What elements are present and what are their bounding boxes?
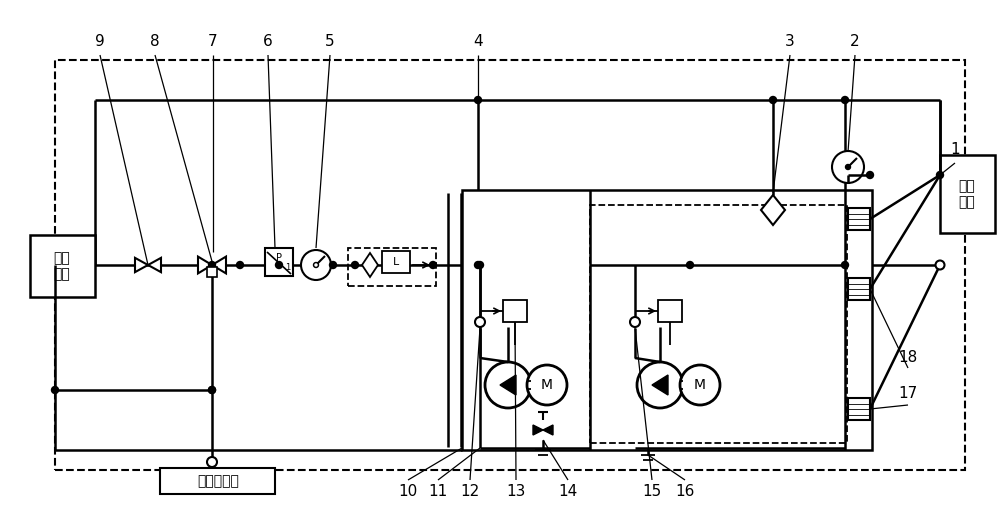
Text: 高压
输出: 高压 输出 xyxy=(54,251,70,281)
Polygon shape xyxy=(543,425,553,435)
Text: 8: 8 xyxy=(150,34,160,49)
Circle shape xyxy=(314,262,318,268)
Circle shape xyxy=(315,264,317,266)
Bar xyxy=(30,235,95,297)
Circle shape xyxy=(52,386,58,393)
Circle shape xyxy=(630,317,640,327)
Text: 11: 11 xyxy=(428,484,448,499)
Text: 1: 1 xyxy=(285,263,290,272)
Bar xyxy=(940,155,995,233)
Text: 5: 5 xyxy=(325,34,335,49)
Text: 4: 4 xyxy=(473,34,483,49)
Bar xyxy=(848,398,870,420)
Text: 高压输入端: 高压输入端 xyxy=(197,474,239,488)
Text: 3: 3 xyxy=(785,34,795,49)
Circle shape xyxy=(475,261,482,269)
Circle shape xyxy=(430,261,436,269)
Circle shape xyxy=(475,317,485,327)
Bar xyxy=(848,208,870,230)
Text: 6: 6 xyxy=(263,34,273,49)
Text: 9: 9 xyxy=(95,34,105,49)
Text: 10: 10 xyxy=(398,484,418,499)
Circle shape xyxy=(842,261,848,269)
Circle shape xyxy=(842,96,848,103)
Circle shape xyxy=(301,250,331,280)
Circle shape xyxy=(475,96,482,103)
Circle shape xyxy=(936,172,944,179)
Circle shape xyxy=(846,164,850,170)
Circle shape xyxy=(485,362,531,408)
Text: M: M xyxy=(694,378,706,392)
Bar xyxy=(503,300,527,322)
Bar xyxy=(207,267,217,277)
Circle shape xyxy=(686,261,694,269)
Bar xyxy=(658,300,682,322)
Polygon shape xyxy=(652,375,668,395)
Circle shape xyxy=(237,261,244,269)
Bar xyxy=(160,468,275,494)
Bar xyxy=(590,205,847,443)
Bar xyxy=(348,248,436,286)
Text: 2: 2 xyxy=(850,34,860,49)
Polygon shape xyxy=(135,258,148,272)
Text: 17: 17 xyxy=(898,385,918,401)
Circle shape xyxy=(207,457,217,467)
Circle shape xyxy=(208,386,216,393)
Bar xyxy=(462,190,872,450)
Circle shape xyxy=(330,261,336,269)
Text: 14: 14 xyxy=(558,484,578,499)
Circle shape xyxy=(770,96,776,103)
Text: 16: 16 xyxy=(675,484,695,499)
Bar xyxy=(55,60,965,470)
Circle shape xyxy=(936,261,944,269)
Polygon shape xyxy=(148,258,161,272)
Circle shape xyxy=(832,151,864,183)
Polygon shape xyxy=(198,257,212,273)
Circle shape xyxy=(527,365,567,405)
Text: P: P xyxy=(276,253,282,263)
Text: 13: 13 xyxy=(506,484,526,499)
Circle shape xyxy=(352,261,358,269)
Circle shape xyxy=(276,261,283,269)
Polygon shape xyxy=(533,425,543,435)
Text: 18: 18 xyxy=(898,350,918,366)
Bar xyxy=(848,278,870,300)
Circle shape xyxy=(208,261,216,269)
Bar xyxy=(265,248,293,276)
Circle shape xyxy=(477,261,484,269)
Circle shape xyxy=(208,386,216,393)
Text: 15: 15 xyxy=(642,484,662,499)
Polygon shape xyxy=(500,375,516,395)
Text: 7: 7 xyxy=(208,34,218,49)
Text: 补水
输入: 补水 输入 xyxy=(959,179,975,209)
Bar xyxy=(382,251,410,273)
Polygon shape xyxy=(212,257,226,273)
Text: M: M xyxy=(541,378,553,392)
Circle shape xyxy=(866,172,874,179)
Circle shape xyxy=(680,365,720,405)
Text: 1: 1 xyxy=(950,143,960,157)
Circle shape xyxy=(637,362,683,408)
Text: 12: 12 xyxy=(460,484,480,499)
Polygon shape xyxy=(362,253,378,277)
Polygon shape xyxy=(761,195,785,225)
Text: L: L xyxy=(393,257,399,267)
